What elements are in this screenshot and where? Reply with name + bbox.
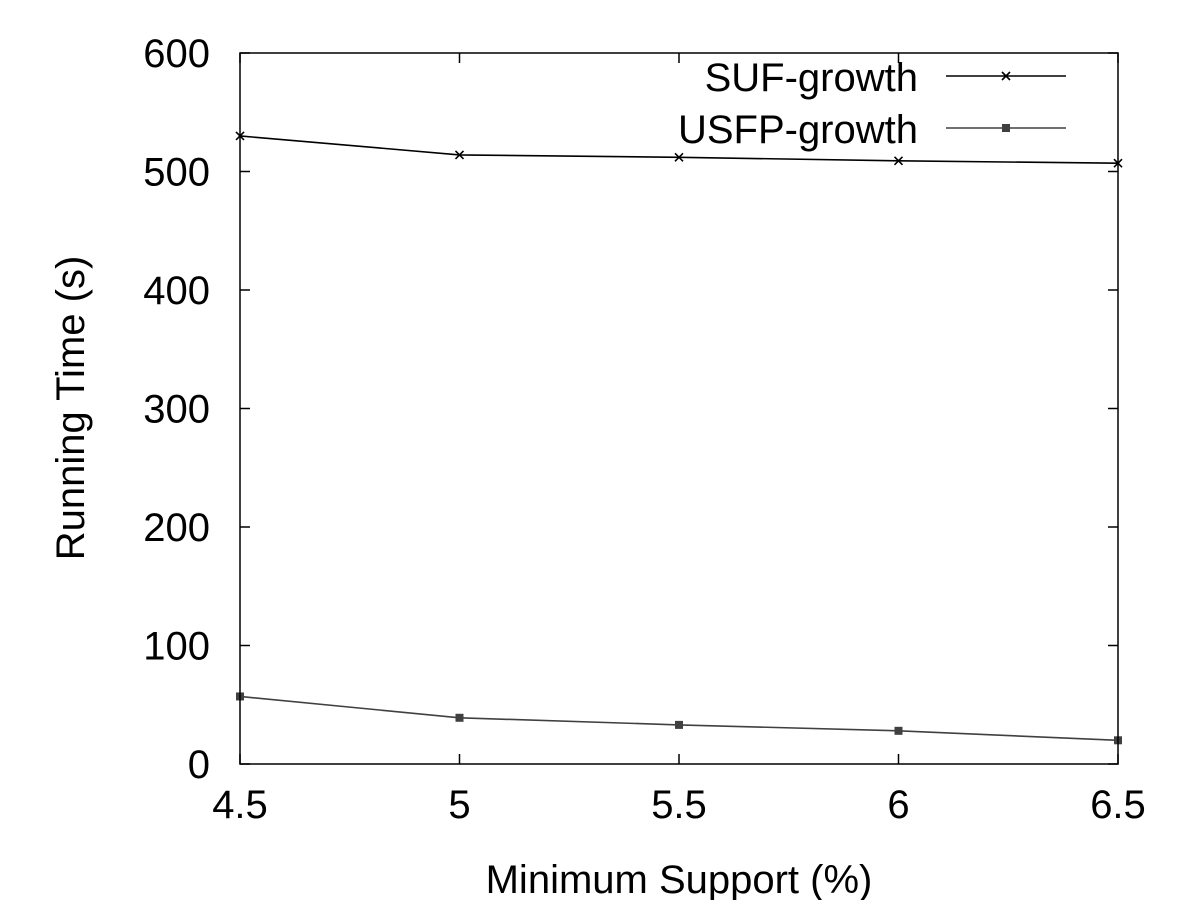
data-point (455, 713, 464, 722)
legend-marker (1002, 124, 1010, 132)
x-tick-label: 6 (887, 783, 909, 827)
data-point (894, 726, 903, 735)
plot-frame (239, 52, 1119, 765)
series-layer (235, 131, 1123, 745)
x-tick-label: 6.5 (1090, 783, 1146, 827)
x-axis-title: Minimum Support (%) (486, 858, 873, 900)
ticks-layer: 0 100 200 300 400 500 600 4.5 5 5.5 6 6.5 (143, 32, 1146, 827)
data-point (454, 150, 465, 160)
y-tick-label: 100 (143, 625, 210, 669)
y-tick-label: 600 (143, 32, 210, 76)
data-point (674, 152, 684, 162)
y-tick-label: 0 (188, 743, 210, 787)
y-tick-label: 400 (143, 269, 210, 313)
series-1 (236, 692, 1122, 745)
x-tick-label: 5.5 (651, 783, 707, 827)
y-tick-label: 300 (143, 388, 210, 432)
x-tick-label: 5 (448, 783, 470, 827)
series-line (239, 695, 1119, 742)
y-axis-title: Running Time (s) (49, 256, 93, 561)
legend-marker (1001, 71, 1011, 81)
legend: SUF-growth USFP-growth (678, 56, 1066, 152)
data-point (893, 156, 904, 166)
legend-label: USFP-growth (678, 108, 918, 152)
y-tick-label: 500 (143, 151, 210, 195)
y-tick-label: 200 (143, 506, 210, 550)
data-point (675, 720, 683, 729)
x-tick-label: 4.5 (212, 783, 268, 827)
legend-label: SUF-growth (705, 56, 918, 100)
